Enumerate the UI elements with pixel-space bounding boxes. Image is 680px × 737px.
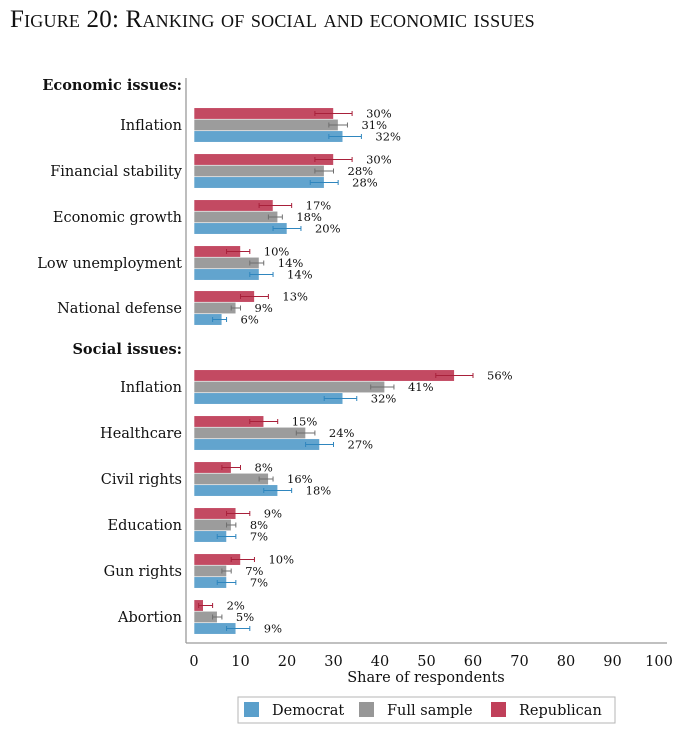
- value-label: 5%: [236, 610, 254, 624]
- category-labels: Economic issues: Inflation Financial stabi…: [37, 77, 183, 626]
- bar-full-sample: [193, 301, 237, 315]
- value-label: 28%: [352, 176, 378, 190]
- value-label: 9%: [255, 301, 273, 315]
- x-tick-label: 70: [510, 654, 528, 670]
- x-tick-label: 30: [324, 654, 342, 670]
- value-label: 30%: [366, 153, 392, 167]
- legend-label: Full sample: [387, 703, 473, 719]
- legend: Democrat Full sample Republican: [237, 696, 616, 724]
- bar-democrat: [193, 130, 344, 143]
- x-tick-label: 90: [603, 654, 621, 670]
- category-label: Civil rights: [101, 472, 182, 488]
- x-tick-label: 20: [278, 654, 296, 670]
- category-label: Inflation: [120, 118, 182, 134]
- x-tick-label: 50: [417, 654, 435, 670]
- value-label: 17%: [306, 199, 332, 213]
- x-tick-label: 100: [645, 654, 673, 670]
- bars: [193, 107, 474, 635]
- bar-full-sample: [193, 426, 306, 440]
- legend-swatch-democrat: [244, 702, 259, 717]
- value-label: 7%: [250, 530, 268, 544]
- category-label: Inflation: [120, 380, 182, 396]
- legend-label: Republican: [519, 703, 602, 719]
- value-label: 56%: [487, 369, 513, 383]
- value-label: 13%: [282, 290, 308, 304]
- value-label: 18%: [306, 484, 332, 498]
- category-label: Abortion: [117, 610, 182, 626]
- value-label: 20%: [315, 222, 341, 236]
- value-label: 9%: [264, 622, 282, 636]
- value-label: 24%: [329, 426, 355, 440]
- bar-full-sample: [193, 210, 278, 224]
- category-label: Gun rights: [104, 564, 182, 580]
- value-label: 8%: [255, 461, 273, 475]
- bar-republican: [193, 153, 334, 166]
- legend-swatch-full-sample: [359, 702, 374, 717]
- value-label: 14%: [287, 268, 313, 282]
- value-label: 32%: [375, 130, 401, 144]
- category-label: Economic growth: [53, 210, 182, 226]
- value-label: 27%: [348, 438, 374, 452]
- value-label: 2%: [227, 599, 245, 613]
- figure-title: Figure 20: Ranking of social and economi…: [10, 6, 535, 33]
- bar-democrat: [193, 392, 344, 405]
- x-axis-title: Share of respondents: [347, 670, 505, 686]
- value-label: 30%: [366, 107, 392, 121]
- bar-full-sample: [193, 472, 269, 486]
- category-label: Healthcare: [100, 426, 182, 442]
- bar-democrat: [193, 176, 325, 189]
- category-label: Financial stability: [50, 164, 183, 180]
- value-label: 16%: [287, 472, 313, 486]
- value-label: 6%: [241, 313, 259, 327]
- value-label: 32%: [371, 392, 397, 406]
- category-label: National defense: [57, 301, 182, 317]
- x-tick-label: 80: [557, 654, 575, 670]
- x-tick-label: 60: [464, 654, 482, 670]
- value-label: 9%: [264, 507, 282, 521]
- bar-full-sample: [193, 164, 325, 178]
- value-label: 28%: [348, 164, 374, 178]
- group-label: Social issues:: [72, 341, 182, 358]
- x-tick-label: 40: [371, 654, 389, 670]
- x-tick-label: 10: [231, 654, 249, 670]
- axis-frame: [185, 78, 667, 644]
- value-label: 10%: [264, 245, 290, 259]
- x-tick-label: 0: [189, 654, 198, 670]
- bar-full-sample: [193, 518, 232, 532]
- bar-democrat: [193, 438, 320, 451]
- value-label: 41%: [408, 380, 434, 394]
- category-label: Low unemployment: [37, 256, 182, 272]
- bar-republican: [193, 107, 334, 120]
- value-label: 18%: [296, 210, 322, 224]
- value-label: 8%: [250, 518, 268, 532]
- bar-full-sample: [193, 118, 339, 132]
- legend-label: Democrat: [272, 703, 344, 719]
- bar-full-sample: [193, 380, 385, 394]
- value-label: 15%: [292, 415, 318, 429]
- x-ticks: 0 10 20 30 40 50 60 70 80 90 100: [189, 654, 672, 670]
- value-label: 7%: [250, 576, 268, 590]
- value-label: 7%: [245, 564, 263, 578]
- value-label: 31%: [361, 118, 387, 132]
- value-label: 14%: [278, 256, 304, 270]
- group-label: Economic issues:: [42, 77, 182, 94]
- value-labels: 30%31%32%30%28%28%17%18%20%10%14%14%13%9…: [227, 107, 513, 636]
- legend-box: [237, 696, 616, 724]
- value-label: 10%: [268, 553, 294, 567]
- legend-swatch-republican: [491, 702, 506, 717]
- category-label: Education: [107, 518, 182, 534]
